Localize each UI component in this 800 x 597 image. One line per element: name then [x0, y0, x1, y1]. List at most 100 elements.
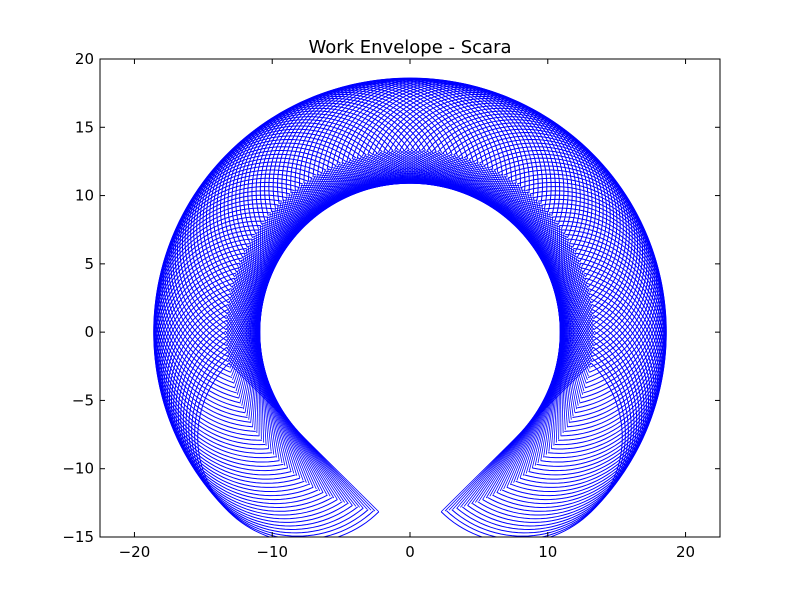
envelope-connector-line — [240, 259, 264, 363]
plot-area — [153, 77, 667, 537]
y-axis: −15 −10 −5 0 5 10 15 20 — [62, 50, 720, 546]
envelope-connector-line — [548, 275, 590, 373]
x-axis: −20 −10 0 10 20 — [119, 59, 695, 561]
envelope-connector-line — [245, 249, 262, 354]
envelope-connector-line — [261, 202, 282, 306]
envelope-connector-line — [559, 321, 568, 427]
envelope-connector-line — [282, 163, 341, 253]
envelope-connector-line — [486, 203, 579, 259]
envelope-connector-line — [365, 158, 468, 191]
envelope-connector-line — [518, 229, 593, 307]
envelope-connector-line — [406, 180, 513, 184]
envelope-connector-line — [226, 312, 280, 405]
envelope-connector-line — [225, 327, 286, 416]
envelope-connector-line — [499, 212, 586, 277]
envelope-connector-line — [557, 308, 576, 413]
envelope-connector-line — [521, 232, 593, 311]
envelope-connector-line — [262, 199, 285, 303]
envelope-connector-line — [296, 154, 367, 235]
envelope-connector-line — [263, 196, 288, 300]
envelope-connector-line — [226, 343, 294, 426]
envelope-connector-line — [292, 156, 359, 240]
envelope-connector-line — [257, 229, 261, 335]
envelope-connector-line — [419, 183, 526, 191]
envelope-connector-line — [322, 149, 410, 212]
envelope-connector-line — [279, 166, 333, 259]
envelope-connector-line — [267, 184, 303, 285]
envelope-connector-line — [272, 175, 316, 273]
envelope-connector-line — [440, 437, 517, 513]
envelope-connector-line — [400, 176, 507, 184]
envelope-connector-line — [232, 281, 269, 382]
envelope-connector-line — [558, 311, 574, 417]
envelope-connector-line — [553, 340, 561, 446]
envelope-connector-line — [472, 196, 570, 241]
envelope-connector-line — [325, 149, 414, 210]
envelope-connector-line — [550, 343, 561, 449]
envelope-connector-line — [426, 183, 532, 196]
envelope-connector-line — [249, 242, 261, 348]
envelope-connector-line — [475, 197, 572, 245]
envelope-connector-line — [226, 320, 283, 411]
envelope-connector-line — [559, 324, 566, 430]
envelope-connector-line — [244, 252, 263, 357]
envelope-connector-line — [353, 154, 452, 195]
envelope-connector-line — [309, 150, 390, 222]
envelope-connector-line — [281, 165, 337, 256]
envelope-connector-line — [226, 316, 281, 408]
envelope-connector-line — [269, 179, 309, 279]
envelope-connector-line — [448, 432, 521, 511]
envelope-connector-line — [537, 359, 558, 464]
envelope-connector-line — [228, 362, 305, 438]
envelope-connector-line — [466, 193, 565, 235]
envelope-connector-line — [540, 356, 559, 461]
envelope-connector-line — [441, 186, 546, 210]
y-tick-label: −15 — [62, 528, 94, 546]
envelope-connector-line — [377, 163, 482, 188]
envelope-connector-line — [429, 184, 535, 199]
envelope-connector-line — [347, 152, 445, 198]
envelope-sweep-line — [197, 362, 380, 537]
envelope-connector-line — [390, 170, 497, 185]
envelope-connector-line — [478, 412, 537, 502]
envelope-connector-line — [438, 185, 543, 207]
envelope-connector-line — [303, 437, 380, 513]
envelope-connector-line — [234, 278, 268, 379]
envelope-connector-line — [259, 222, 264, 328]
envelope-connector-line — [226, 351, 298, 431]
envelope-connector-line — [509, 220, 590, 292]
envelope-connector-line — [551, 283, 587, 384]
envelope-connector-line — [463, 422, 530, 507]
envelope-connector-line — [368, 159, 471, 190]
envelope-connector-line — [502, 214, 587, 281]
envelope-connector-line — [371, 161, 475, 189]
envelope-connector-line — [300, 153, 374, 231]
envelope-connector-line — [534, 249, 595, 338]
envelope-connector-line — [542, 263, 593, 358]
envelope-connector-line — [319, 149, 406, 214]
envelope-connector-line — [549, 277, 589, 377]
envelope-connector-line — [225, 339, 292, 424]
envelope-connector-line — [527, 239, 594, 323]
envelope-connector-line — [503, 392, 548, 490]
envelope-connector-line — [350, 153, 449, 196]
envelope-connector-line — [519, 378, 554, 479]
envelope-connector-line — [547, 272, 591, 369]
y-tick-label: −10 — [62, 460, 94, 478]
envelope-connector-line — [525, 236, 594, 319]
envelope-connector-line — [474, 415, 535, 503]
y-tick-label: −5 — [72, 391, 94, 409]
envelope-connector-line — [528, 368, 556, 471]
envelope-connector-line — [485, 406, 541, 499]
envelope-connector-line — [277, 168, 330, 261]
envelope-connector-line — [514, 225, 592, 299]
envelope-connector-line — [513, 384, 552, 483]
envelope-connector-line — [227, 304, 277, 399]
envelope-connector-line — [259, 219, 266, 325]
envelope-connector-line — [444, 187, 549, 213]
envelope-connector-line — [381, 165, 486, 187]
envelope-connector-line — [497, 210, 584, 273]
envelope-connector-line — [533, 247, 595, 334]
envelope-connector-line — [270, 177, 313, 276]
envelope-connector-line — [341, 151, 437, 200]
